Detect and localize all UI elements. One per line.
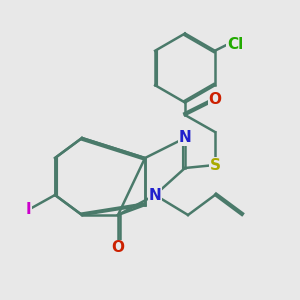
Text: S: S [209, 158, 220, 172]
Text: N: N [178, 130, 191, 146]
Text: I: I [25, 202, 31, 217]
Text: O: O [112, 241, 124, 256]
Text: N: N [148, 188, 161, 202]
Text: O: O [208, 92, 221, 107]
Text: Cl: Cl [227, 37, 243, 52]
